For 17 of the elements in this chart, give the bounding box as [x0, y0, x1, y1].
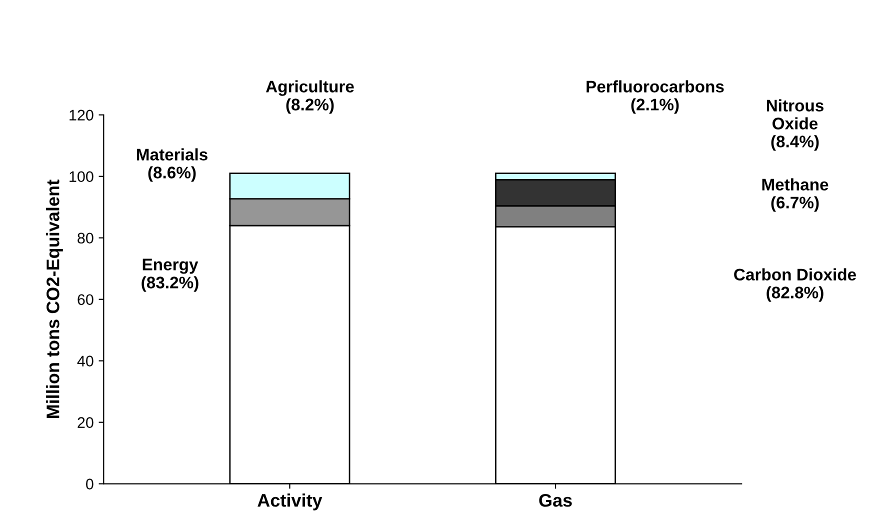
- text: Nitrous Oxide (8.4%): [766, 99, 824, 151]
- text: Agriculture (8.2%): [266, 80, 354, 114]
- y-tick-label: 120: [70, 110, 94, 121]
- annotation: Energy (83.2%): [142, 258, 198, 292]
- y-tick-label: 100: [70, 171, 94, 182]
- y-tick-label: 40: [77, 356, 94, 367]
- y-tick-label: 80: [78, 232, 94, 244]
- y-axis-title: Million tons CO2-Equivalent: [46, 180, 63, 418]
- text: Perfluorocarbons (2.1%): [586, 80, 724, 114]
- text: Methane (6.7%): [762, 178, 828, 212]
- y-tick-label: 20: [78, 417, 94, 428]
- y-tick-label: 0: [86, 478, 94, 490]
- annotation: Carbon Dioxide (82.8%): [734, 268, 856, 302]
- y-tick-label: 60: [78, 294, 94, 306]
- x-tick-label: Gas: [539, 494, 572, 507]
- x-tick-label: Activity: [258, 494, 322, 510]
- annotation: Materials (8.6%): [136, 148, 208, 182]
